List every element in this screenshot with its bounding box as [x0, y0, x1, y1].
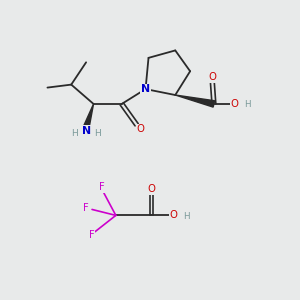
- Text: O: O: [231, 99, 239, 109]
- Text: F: F: [88, 230, 94, 240]
- Text: H: H: [94, 129, 101, 138]
- Text: H: H: [183, 212, 190, 221]
- Text: H: H: [71, 129, 78, 138]
- Text: O: O: [169, 210, 177, 220]
- Text: H: H: [244, 100, 251, 109]
- Text: N: N: [82, 126, 91, 136]
- Polygon shape: [83, 104, 94, 129]
- Text: F: F: [83, 203, 88, 213]
- Text: O: O: [148, 184, 155, 194]
- Text: F: F: [99, 182, 104, 192]
- Text: O: O: [208, 72, 216, 82]
- Polygon shape: [175, 95, 214, 107]
- Text: O: O: [136, 124, 144, 134]
- Text: N: N: [141, 84, 150, 94]
